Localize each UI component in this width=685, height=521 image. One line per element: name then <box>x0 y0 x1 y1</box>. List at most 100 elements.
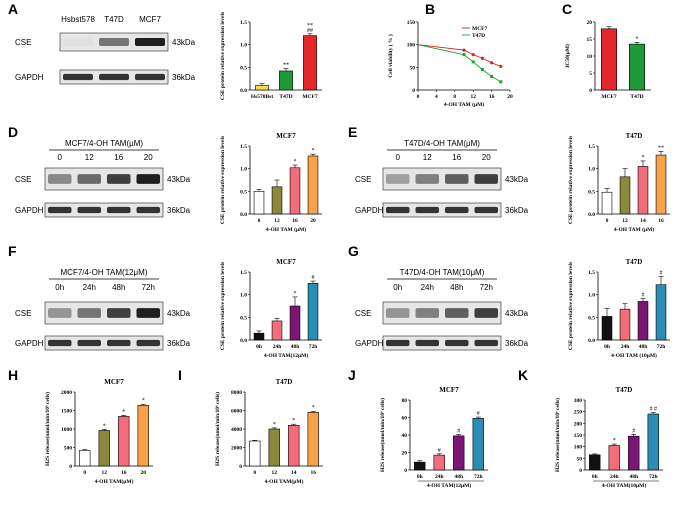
bar <box>619 308 631 341</box>
bar <box>253 332 265 341</box>
y-tick-label: 1.5 <box>240 144 247 150</box>
blot-column-label: Hsbst578 <box>61 15 95 24</box>
y-tick-label: 0.5 <box>240 315 247 321</box>
bar <box>472 418 484 471</box>
x-axis-label: 4-OH TAM (10μM) <box>611 352 657 359</box>
blot-band <box>415 308 439 318</box>
blot-column-label: 0 <box>58 153 63 162</box>
y-tick-label: 200 <box>574 421 583 427</box>
blot-band <box>48 339 72 347</box>
x-axis-label: 4-OH TAM (μM) <box>614 226 654 233</box>
y-tick-label: 5 <box>589 71 592 77</box>
y-axis-label: Cell viability ( % ) <box>387 34 394 78</box>
y-tick-label: 150 <box>574 433 583 439</box>
significance-mark: # <box>312 275 315 281</box>
significance-mark: * <box>613 438 616 444</box>
y-tick-label: 0 <box>239 464 242 470</box>
blot-row-label: GAPDH <box>355 206 384 215</box>
y-axis-label: H2S release(nmol/min/10⁶ cells) <box>44 392 51 466</box>
x-tick-label: 4 <box>435 94 438 100</box>
blot-kda-label: 36kDa <box>172 73 196 82</box>
blot-row-label: GAPDH <box>15 206 44 215</box>
y-tick-label: 1.5 <box>588 144 595 150</box>
bar <box>601 191 613 215</box>
blot-band <box>386 339 410 347</box>
y-tick-label: 20 <box>402 451 408 457</box>
blot-row-label: CSE <box>355 175 371 184</box>
blot-band <box>48 308 72 318</box>
y-tick-label: 50 <box>577 456 583 462</box>
x-axis-label: 4-OH TAM(12μM) <box>427 482 471 489</box>
x-tick-label: 8 <box>453 94 456 100</box>
blot-band <box>415 206 439 214</box>
blot-band <box>136 206 160 214</box>
y-tick-label: 2000 <box>61 390 72 396</box>
blot-header: T47D/4-OH TAM(10μM) <box>400 268 485 277</box>
y-tick-label: 0 <box>404 468 407 474</box>
y-axis-label: CSE protein relative expression levels <box>220 12 226 100</box>
panel-label-C: C <box>562 1 572 17</box>
x-tick-label: 48h <box>639 344 648 350</box>
x-axis-label: 4-OH TAM (μM) <box>266 226 306 233</box>
x-tick-label: Hs578Bst <box>251 94 273 100</box>
blot-column-label: 16 <box>452 153 461 162</box>
y-tick-label: 0.5 <box>240 65 247 71</box>
blot-band <box>415 174 439 184</box>
y-tick-label: 1500 <box>61 409 72 415</box>
bar <box>271 186 283 215</box>
panel-label-E: E <box>348 124 357 140</box>
data-point <box>490 74 494 78</box>
x-tick-label: 0 <box>417 94 420 100</box>
blot-band <box>136 339 160 347</box>
bar <box>253 191 265 215</box>
blot-column-label: 12 <box>85 153 94 162</box>
legend-label: MCF7 <box>472 26 488 32</box>
blot-column-label: 0h <box>393 283 402 292</box>
blot-band <box>136 174 160 184</box>
data-point <box>471 53 475 57</box>
y-tick-label: 100 <box>407 43 416 49</box>
x-tick-label: 12 <box>102 470 108 476</box>
data-point <box>490 61 494 65</box>
blot-band <box>63 38 93 46</box>
series-line <box>417 44 501 67</box>
panel-label-J: J <box>348 367 356 383</box>
blot-column-label: 48h <box>112 283 125 292</box>
blot-column-label: 20 <box>482 153 491 162</box>
bar <box>414 461 426 471</box>
significance-mark: # <box>438 448 441 454</box>
blot-E: T47D/4-OH TAM(μM)0 12 16 20 CSE 43kDa GAPDH 36k… <box>355 139 529 218</box>
blot-column-label: 48h <box>450 283 463 292</box>
chart-title: T47D <box>626 132 643 140</box>
panel-label-G: G <box>348 243 359 259</box>
blot-membrane <box>44 202 164 218</box>
bar <box>608 445 620 471</box>
blot-band <box>474 174 498 184</box>
bar <box>589 454 601 471</box>
blot-F: MCF7/4-OH TAM(12μM) 0h 24h 48h 72h CSE 43kDa GA… <box>15 268 191 351</box>
bar <box>271 320 283 341</box>
x-tick-label: MCF7 <box>302 94 318 100</box>
chart-C: 0 5 10 15 20 IC50(μM) MCF7 T47D * <box>564 20 651 100</box>
blot-band <box>99 38 129 46</box>
y-tick-label: 250 <box>574 410 583 416</box>
blot-column-label: MCF7 <box>139 15 161 24</box>
blot-row-label: CSE <box>15 309 31 318</box>
bar <box>79 450 91 467</box>
series-line <box>417 44 502 83</box>
y-tick-label: 0 <box>69 464 72 470</box>
significance-mark: # <box>660 271 663 277</box>
chart-title: MCF7 <box>276 132 296 140</box>
blot-kda-label: 36kDa <box>167 339 191 348</box>
y-axis-label: H2S release(nmol/min/10⁶ cells) <box>379 398 386 472</box>
panel-label-I: I <box>178 367 182 383</box>
panel-label-D: D <box>8 124 18 140</box>
significance-mark: * <box>294 159 297 165</box>
blot-kda-label: 43kDa <box>167 175 191 184</box>
y-axis-label: H2S release(nmol/min/10⁶ cells) <box>554 398 561 472</box>
bar <box>307 283 319 341</box>
x-tick-label: 12 <box>274 218 280 224</box>
blot-kda-label: 36kDa <box>167 206 191 215</box>
blot-band <box>386 206 410 214</box>
